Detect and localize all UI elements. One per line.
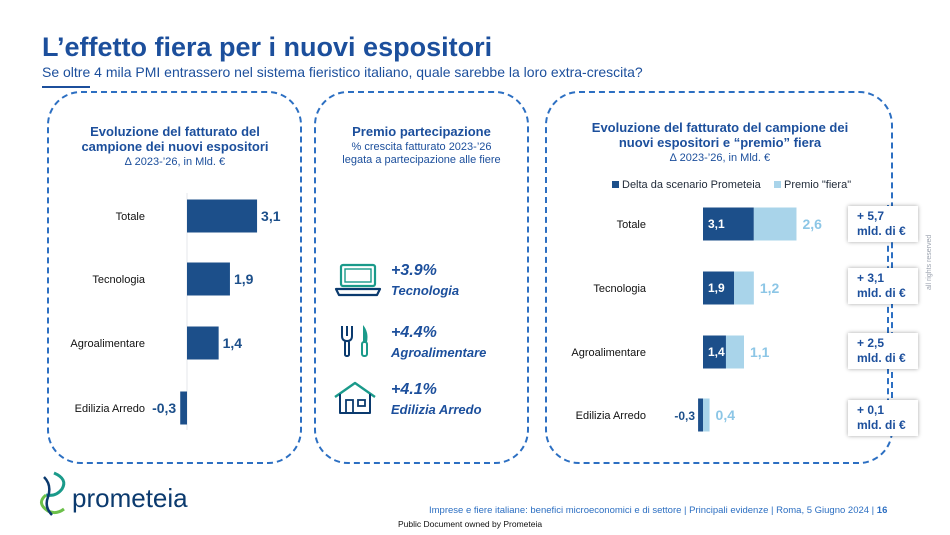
right-bar-premio-totale [753,207,797,241]
right-category-label-edilizia-arredo: Edilizia Arredo [576,410,646,422]
right-bar-delta-agroalimentare [703,335,726,369]
title-divider [42,86,90,88]
right-bar-premio-agroalimentare [725,335,744,369]
left-value-label-agroalimentare: 1,4 [223,335,243,351]
right-chart-title-line2: nuovi espositori e “premio” fiera [618,135,822,150]
premium-subtitle-line1: % crescita fatturato 2023-’26 [351,141,492,153]
total-unit-edilizia: mld. di € [857,418,906,432]
footer-caption: Imprese e fiere italiane: benefici micro… [429,505,887,516]
right-bar-delta-edilizia-arredo [698,398,703,432]
legend-swatch-delta [612,181,619,188]
right-bar-premio-edilizia-arredo [703,398,710,432]
fork-knife-icon [341,325,368,357]
legend-label-premio: Premio "fiera" [784,179,852,191]
total-box-edilizia: + 0,1 mld. di € [848,400,918,436]
right-bar-delta-totale [703,207,754,241]
page-subtitle: Se oltre 4 mila PMI entrassero nel siste… [42,64,643,80]
total-value-edilizia: + 0,1 [857,403,885,417]
right-value-delta-totale: 3,1 [708,217,725,231]
right-value-delta-agroalimentare: 1,4 [708,345,725,359]
right-value-premio-tecnologia: 1,2 [760,280,780,296]
right-value-delta-tecnologia: 1,9 [708,281,725,295]
right-value-delta-edilizia-arredo: -0,3 [674,409,695,423]
legend-item-delta: Delta da scenario Prometeia [612,179,761,191]
left-chart-title-line1: Evoluzione del fatturato del [90,124,260,139]
left-bar-edilizia-arredo [180,391,187,425]
total-unit-totale: mld. di € [857,224,906,238]
left-chart-subtitle: ∆ 2023-’26, in Mld. € [124,156,226,168]
right-category-label-agroalimentare: Agroalimentare [571,347,646,359]
right-bar-premio-tecnologia [734,271,754,305]
premium-sector-agroalimentare: Agroalimentare [391,345,487,360]
footer-caption-text: Imprese e fiere italiane: benefici micro… [429,505,875,516]
premium-value-edilizia: +4.1% [391,381,437,398]
left-value-label-totale: 3,1 [261,208,281,224]
left-category-label-edilizia-arredo: Edilizia Arredo [75,403,145,415]
page-number: 16 [876,505,888,516]
prometeia-logo-icon [40,471,66,516]
left-bar-tecnologia [187,262,230,296]
left-chart-panel [47,91,302,464]
premium-value-tecnologia: +3.9% [391,262,437,279]
legend-swatch-premio [774,181,781,188]
left-bar-agroalimentare [187,326,219,360]
left-category-label-totale: Totale [116,211,145,223]
right-category-label-tecnologia: Tecnologia [593,283,646,295]
public-document-note: Public Document owned by Prometeia [398,519,543,529]
total-box-agroalimentare: + 2,5 mld. di € [848,333,918,369]
left-bar-totale [187,199,258,233]
right-value-premio-totale: 2,6 [802,216,822,232]
left-chart-title: Evoluzione del fatturato del campione de… [55,124,295,154]
total-value-totale: + 5,7 [857,209,885,223]
left-value-label-edilizia-arredo: -0,3 [152,400,176,416]
total-value-tecnologia: + 3,1 [857,271,885,285]
left-chart-title-line2: campione dei nuovi espositori [81,139,269,154]
total-value-agroalimentare: + 2,5 [857,336,885,350]
total-box-totale: + 5,7 mld. di € [848,206,918,242]
house-icon [334,381,376,414]
totals-connector-line [887,205,889,435]
prometeia-logo-text: prometeia [72,483,188,513]
premium-title: Premio partecipazione [352,124,491,139]
right-chart-subtitle: ∆ 2023-’26, in Mld. € [669,152,771,164]
right-chart-title: Evoluzione del fatturato del campione de… [565,120,875,150]
premium-sector-edilizia: Edilizia Arredo [391,402,482,417]
total-unit-tecnologia: mld. di € [857,286,906,300]
right-value-premio-agroalimentare: 1,1 [750,344,770,360]
left-category-label-agroalimentare: Agroalimentare [70,338,145,350]
premium-sector-tecnologia: Tecnologia [391,283,460,298]
legend-item-premio: Premio "fiera" [774,179,851,191]
premium-subtitle-line2: legata a partecipazione alle fiere [342,154,501,166]
computer-icon [334,263,382,297]
total-unit-agroalimentare: mld. di € [857,351,906,365]
total-box-tecnologia: + 3,1 mld. di € [848,268,918,304]
right-category-label-totale: Totale [617,219,646,231]
premium-subtitle: % crescita fatturato 2023-’26 legata a p… [314,141,529,167]
right-value-premio-edilizia-arredo: 0,4 [716,407,736,423]
legend-label-delta: Delta da scenario Prometeia [622,179,761,191]
left-value-label-tecnologia: 1,9 [234,271,254,287]
right-bar-delta-tecnologia [703,271,735,305]
page-title: L’effetto fiera per i nuovi espositori [42,32,493,62]
left-category-label-tecnologia: Tecnologia [92,274,145,286]
rights-reserved-note: all rights reserved [926,234,933,290]
premium-value-agroalimentare: +4.4% [391,324,437,341]
premium-panel [314,91,529,464]
right-chart-title-line1: Evoluzione del fatturato del campione de… [591,120,849,135]
